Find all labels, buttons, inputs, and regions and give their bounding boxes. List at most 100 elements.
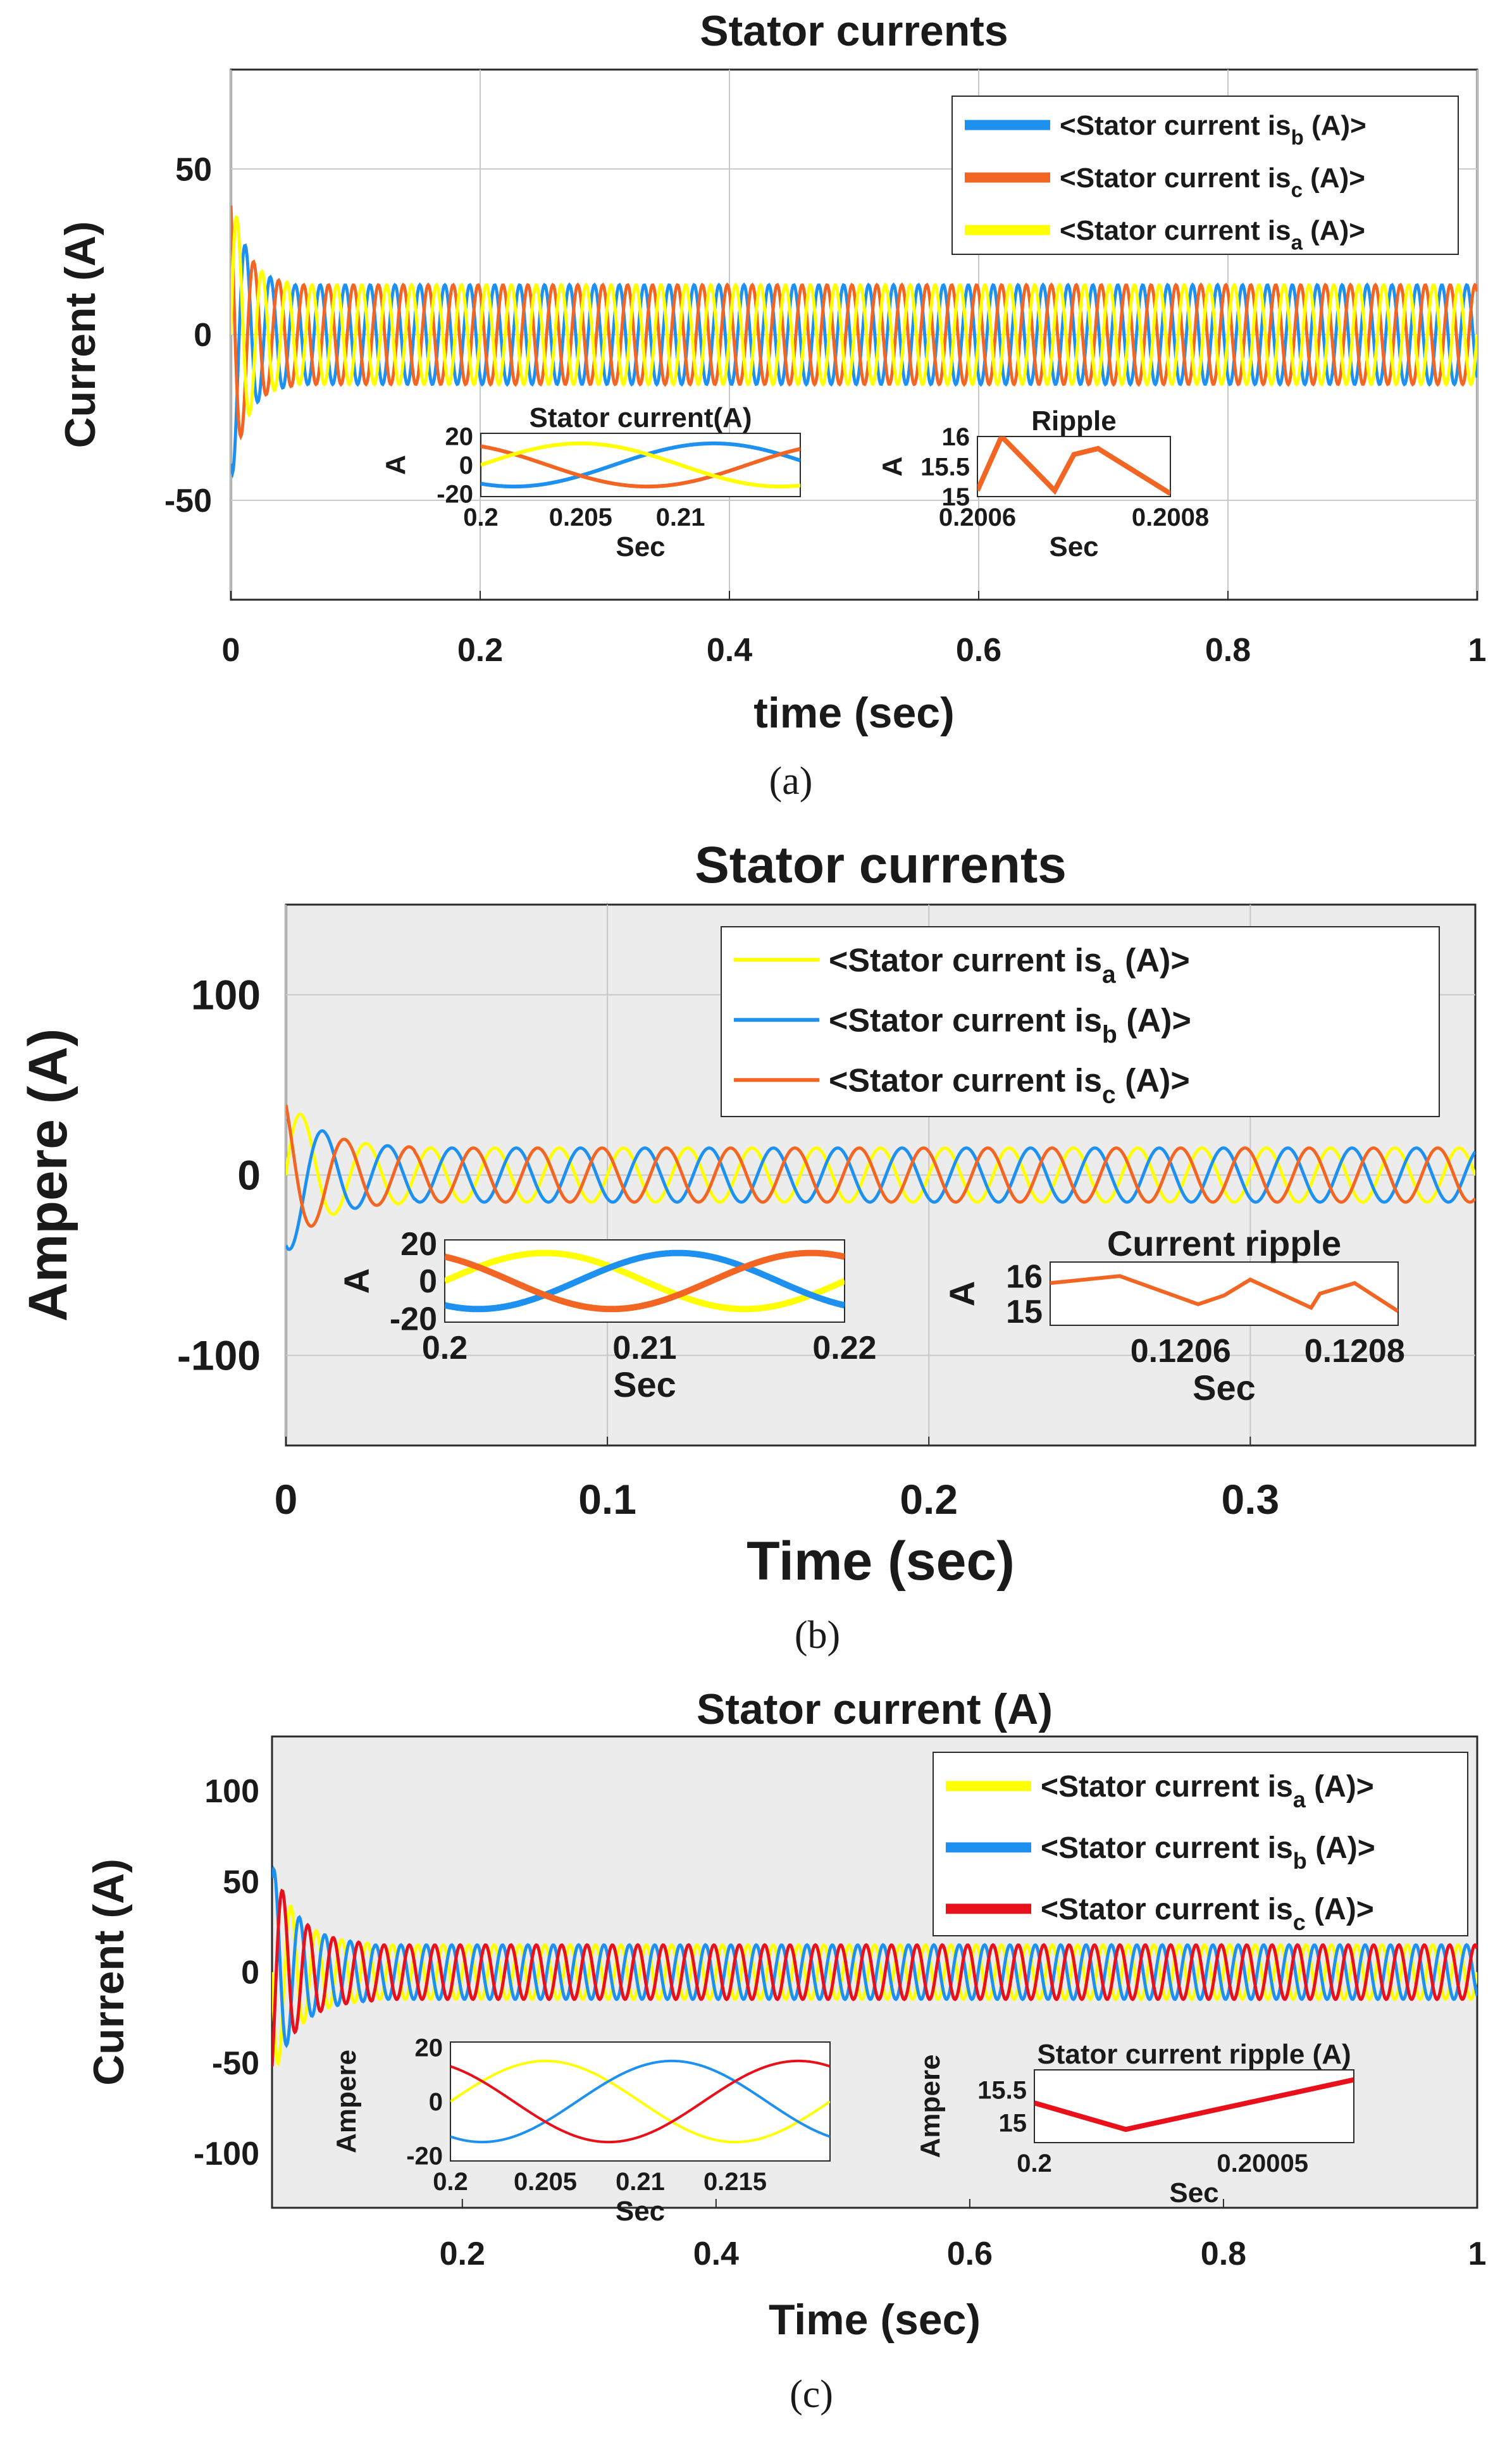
y-axis-label: Current (A)	[85, 1859, 133, 2086]
legend-entry-name: <Stator current is	[829, 942, 1102, 979]
inset-series-group	[481, 441, 800, 489]
series-line-b	[450, 2059, 830, 2144]
inset-y-tick-label: 16	[942, 423, 970, 451]
x-axis-label: time (sec)	[753, 689, 954, 737]
series-line-c	[481, 444, 800, 489]
inset-box	[977, 436, 1171, 497]
chart-title: Stator current (A)	[697, 1685, 1053, 1733]
legend-entry-name: <Stator current is	[1060, 110, 1291, 141]
legend-entry-suffix: (A)>	[1116, 1062, 1190, 1099]
inset-x-label: Sec	[616, 2196, 665, 2227]
inset-y-tick-label: 15	[942, 483, 970, 511]
inset-series-group	[1034, 2077, 1354, 2132]
legend-entry-subscript: b	[1102, 1022, 1117, 1049]
inset-x-tick-label: 0.21	[616, 2168, 665, 2196]
series-group	[231, 205, 1477, 479]
inset-y-tick-label: 15	[1006, 1294, 1043, 1330]
legend-entry: <Stator current isc (A)>	[1060, 163, 1365, 201]
x-tick-label: 0.6	[956, 632, 1001, 669]
legend-entry-subscript: a	[1293, 1786, 1306, 1812]
series-line-c	[450, 2059, 830, 2144]
inset-title: Stator current(A)	[529, 402, 752, 433]
legend-entry-subscript: c	[1102, 1082, 1116, 1109]
inset-x-tick-label: 0.2	[1017, 2150, 1052, 2177]
legend-entry-subscript: a	[1102, 962, 1116, 989]
figure-caption: (a)	[769, 760, 813, 803]
series-line-c	[272, 1888, 1477, 2067]
inset-y-label: A	[877, 457, 908, 477]
inset-title: Stator current ripple (A)	[1037, 2039, 1351, 2070]
x-tick-label: 0.4	[693, 2236, 739, 2272]
legend: <Stator current isa (A)><Stator current …	[933, 1752, 1468, 1936]
inset-x-label: Sec	[1169, 2177, 1218, 2208]
x-tick-label: 0.8	[1201, 2236, 1246, 2272]
y-tick-label: 100	[204, 1773, 259, 1810]
legend-entry-name: <Stator current is	[829, 1062, 1102, 1099]
inset-title: Current ripple	[1107, 1223, 1341, 1263]
inset-y-label: A	[337, 1268, 376, 1294]
inset-title: Ripple	[1031, 405, 1116, 436]
inset-x-tick-label: 0.205	[549, 504, 612, 531]
inset-x-tick-label: 0.21	[656, 504, 705, 531]
inset-x-tick-label: 0.2008	[1132, 504, 1209, 531]
legend-entry: <Stator current isa (A)>	[829, 942, 1190, 988]
legend: <Stator current isb (A)><Stator current …	[951, 96, 1459, 255]
legend-entry: <Stator current isc (A)>	[829, 1062, 1190, 1108]
y-tick-label: 100	[191, 972, 261, 1018]
legend-entry-subscript: a	[1291, 230, 1303, 254]
legend-entry-suffix: (A)>	[1306, 1893, 1374, 1926]
legend-entry-suffix: (A)>	[1116, 942, 1190, 979]
inset-x-tick-label: 0.205	[514, 2168, 577, 2196]
x-tick-label: 0.2	[900, 1476, 958, 1523]
inset-y-tick-label: 15	[999, 2110, 1027, 2138]
y-tick-label: 50	[223, 1864, 259, 1900]
legend-entry-suffix: (A)>	[1303, 163, 1365, 194]
x-tick-label: 1	[1468, 632, 1487, 669]
chart-panel-a: Stator currents 0 0.2 0.4 0.6 0.8 1 -50 0 50 time …	[56, 7, 1486, 803]
inset-x-tick-label: 0.22	[812, 1330, 876, 1366]
series-line-c	[445, 1249, 845, 1313]
legend-entry-suffix: (A)>	[1307, 1831, 1375, 1865]
series-group	[272, 1865, 1477, 2067]
inset-x-tick-label: 0.2	[463, 504, 499, 531]
legend-entry-suffix: (A)>	[1303, 215, 1365, 246]
inset-series-group	[977, 436, 1170, 496]
legend-entry-suffix: (A)>	[1117, 1002, 1191, 1039]
x-tick-label: 1	[1468, 2236, 1487, 2272]
inset-x-tick-label: 0.2	[422, 1330, 468, 1366]
inset-x-tick-label: 0.21	[612, 1330, 676, 1366]
inset-x-tick-label: 0.1208	[1304, 1333, 1405, 1370]
series-line-a	[450, 2059, 830, 2144]
inset-y-label: A	[380, 455, 411, 475]
x-tick-label: 0.2	[457, 632, 503, 669]
inset-y-tick-label: -20	[406, 2142, 443, 2170]
inset-wave: Stator current(A) 0.2 0.205 0.21 200-20 Sec A	[380, 402, 801, 562]
y-axis-label: Current (A)	[56, 221, 104, 449]
series-line-a	[481, 441, 800, 489]
y-tick-label: -50	[212, 2045, 259, 2082]
inset-y-tick-label: 20	[445, 423, 474, 451]
legend-entry-suffix: (A)>	[1306, 1770, 1374, 1804]
legend-entry: <Stator current isb (A)>	[1041, 1831, 1375, 1874]
y-tick-label: -100	[177, 1332, 261, 1379]
inset-y-tick-label: 20	[415, 2034, 443, 2062]
ripple-line	[1034, 2077, 1354, 2132]
legend-entry: <Stator current isb (A)>	[829, 1002, 1191, 1048]
inset-y-tick-label: 16	[1006, 1258, 1043, 1295]
legend-entry-name: <Stator current is	[1041, 1770, 1293, 1804]
inset-y-tick-label: 20	[400, 1226, 437, 1263]
inset-y-tick-label: 0	[429, 2088, 443, 2116]
inset-x-tick-label: 0.20005	[1217, 2150, 1308, 2177]
y-tick-label: 50	[175, 151, 212, 188]
x-tick-label: 0.2	[440, 2236, 485, 2272]
series-line-b	[231, 243, 1477, 479]
inset-x-label: Sec	[1193, 1368, 1256, 1408]
figure-caption: (c)	[790, 2373, 833, 2416]
x-tick-label: 0.3	[1221, 1476, 1279, 1523]
y-tick-label: 0	[241, 1955, 259, 1991]
legend-entry: <Stator current isc (A)>	[1041, 1893, 1374, 1935]
legend-entry-name: <Stator current is	[1060, 163, 1291, 194]
series-group	[286, 1104, 1475, 1251]
legend-entry-subscript: b	[1291, 125, 1304, 149]
